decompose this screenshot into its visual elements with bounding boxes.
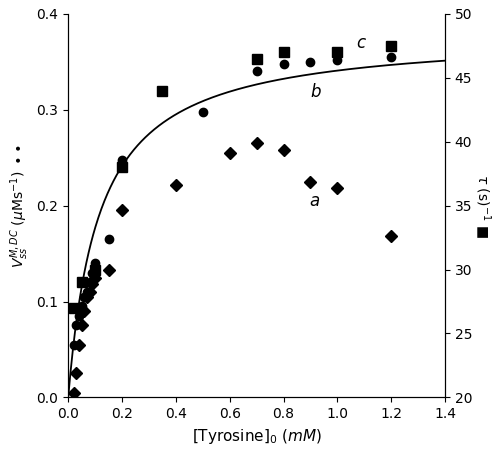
Text: $c$: $c$: [356, 34, 367, 52]
Text: $a$: $a$: [309, 192, 320, 210]
Y-axis label: $V_{\mathit{ss}}^{\mathit{M,DC}}\ (\mu\mathrm{M}\mathrm{s}^{-1})\ \bullet\!\bull: $V_{\mathit{ss}}^{\mathit{M,DC}}\ (\mu\m…: [8, 143, 31, 268]
X-axis label: [Tyrosine]$_0$ ($\mathit{mM}$): [Tyrosine]$_0$ ($\mathit{mM}$): [192, 427, 322, 446]
Text: $b$: $b$: [310, 84, 322, 101]
Y-axis label: $\tau\ (\mathrm{s})^{-1}\ \blacksquare$: $\tau\ (\mathrm{s})^{-1}\ \blacksquare$: [472, 173, 492, 238]
